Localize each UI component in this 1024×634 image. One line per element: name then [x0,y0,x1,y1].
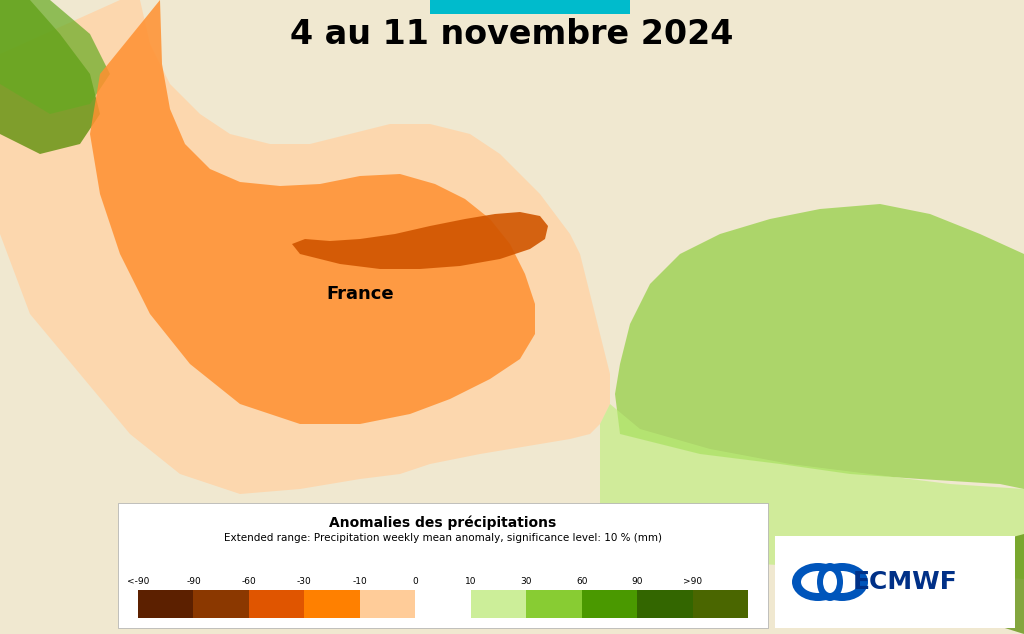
Text: 4 au 11 novembre 2024: 4 au 11 novembre 2024 [291,18,733,51]
Text: <-90: <-90 [127,577,150,586]
Polygon shape [292,212,548,269]
Polygon shape [600,404,1024,579]
Text: 10: 10 [465,577,476,586]
Text: Extended range: Precipitation weekly mean anomaly, significance level: 10 % (mm): Extended range: Precipitation weekly mea… [224,533,662,543]
Bar [194,590,249,618]
Ellipse shape [817,563,843,601]
Bar [582,590,637,618]
Text: -60: -60 [242,577,256,586]
Text: 60: 60 [575,577,588,586]
Bar [304,590,359,618]
Bar [138,590,194,618]
Text: -10: -10 [352,577,368,586]
Polygon shape [0,0,110,114]
Text: Anomalies des précipitations: Anomalies des précipitations [330,515,557,529]
Bar [526,590,582,618]
Ellipse shape [801,571,835,593]
Polygon shape [615,204,1024,489]
Polygon shape [0,0,610,494]
Text: 30: 30 [520,577,531,586]
Text: France: France [327,285,394,303]
Bar [637,590,692,618]
Ellipse shape [816,563,868,601]
FancyBboxPatch shape [775,536,1015,628]
Ellipse shape [792,563,844,601]
Bar [471,590,526,618]
Polygon shape [0,0,100,154]
Text: ECMWF: ECMWF [853,570,957,594]
Text: -30: -30 [297,577,311,586]
Ellipse shape [825,571,859,593]
Bar [416,590,471,618]
Text: >90: >90 [683,577,702,586]
Bar [430,0,630,14]
FancyBboxPatch shape [118,503,768,628]
Polygon shape [920,534,1024,634]
Bar [249,590,304,618]
Text: 0: 0 [413,577,418,586]
Bar [692,590,748,618]
Text: -90: -90 [186,577,201,586]
Polygon shape [90,0,535,424]
Ellipse shape [823,571,837,593]
Bar [359,590,416,618]
Text: 90: 90 [632,577,643,586]
